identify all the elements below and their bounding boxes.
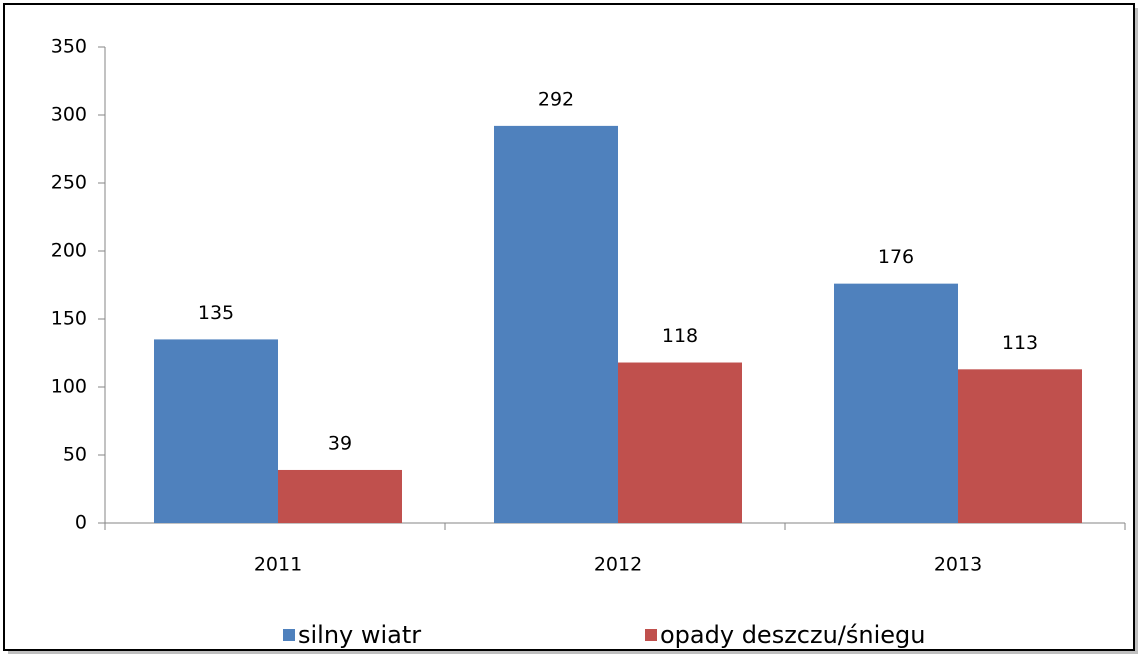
bar xyxy=(154,339,278,523)
x-tick-label: 2013 xyxy=(934,554,982,576)
legend-label: opady deszczu/śniegu xyxy=(660,621,925,649)
bar xyxy=(834,283,958,523)
y-tick-label: 300 xyxy=(51,104,87,126)
x-tick-label: 2012 xyxy=(594,554,642,576)
data-label: 135 xyxy=(198,302,234,324)
y-tick-label: 50 xyxy=(63,444,87,466)
legend-label: silny wiatr xyxy=(298,621,421,649)
bar xyxy=(494,125,618,523)
y-tick-label: 200 xyxy=(51,240,87,262)
x-tick-label: 2011 xyxy=(254,554,302,576)
legend-swatch xyxy=(645,629,657,641)
legend-swatch xyxy=(283,629,295,641)
data-label: 176 xyxy=(878,246,914,268)
y-tick-label: 350 xyxy=(51,36,87,58)
y-tick-label: 0 xyxy=(75,512,87,534)
bar xyxy=(958,369,1082,523)
bar xyxy=(278,469,402,523)
data-label: 39 xyxy=(328,432,352,454)
y-tick-label: 100 xyxy=(51,376,87,398)
data-label: 292 xyxy=(538,88,574,110)
data-label: 113 xyxy=(1002,332,1038,354)
bar xyxy=(618,362,742,523)
data-label: 118 xyxy=(662,325,698,347)
y-tick-label: 250 xyxy=(51,172,87,194)
y-tick-label: 150 xyxy=(51,308,87,330)
